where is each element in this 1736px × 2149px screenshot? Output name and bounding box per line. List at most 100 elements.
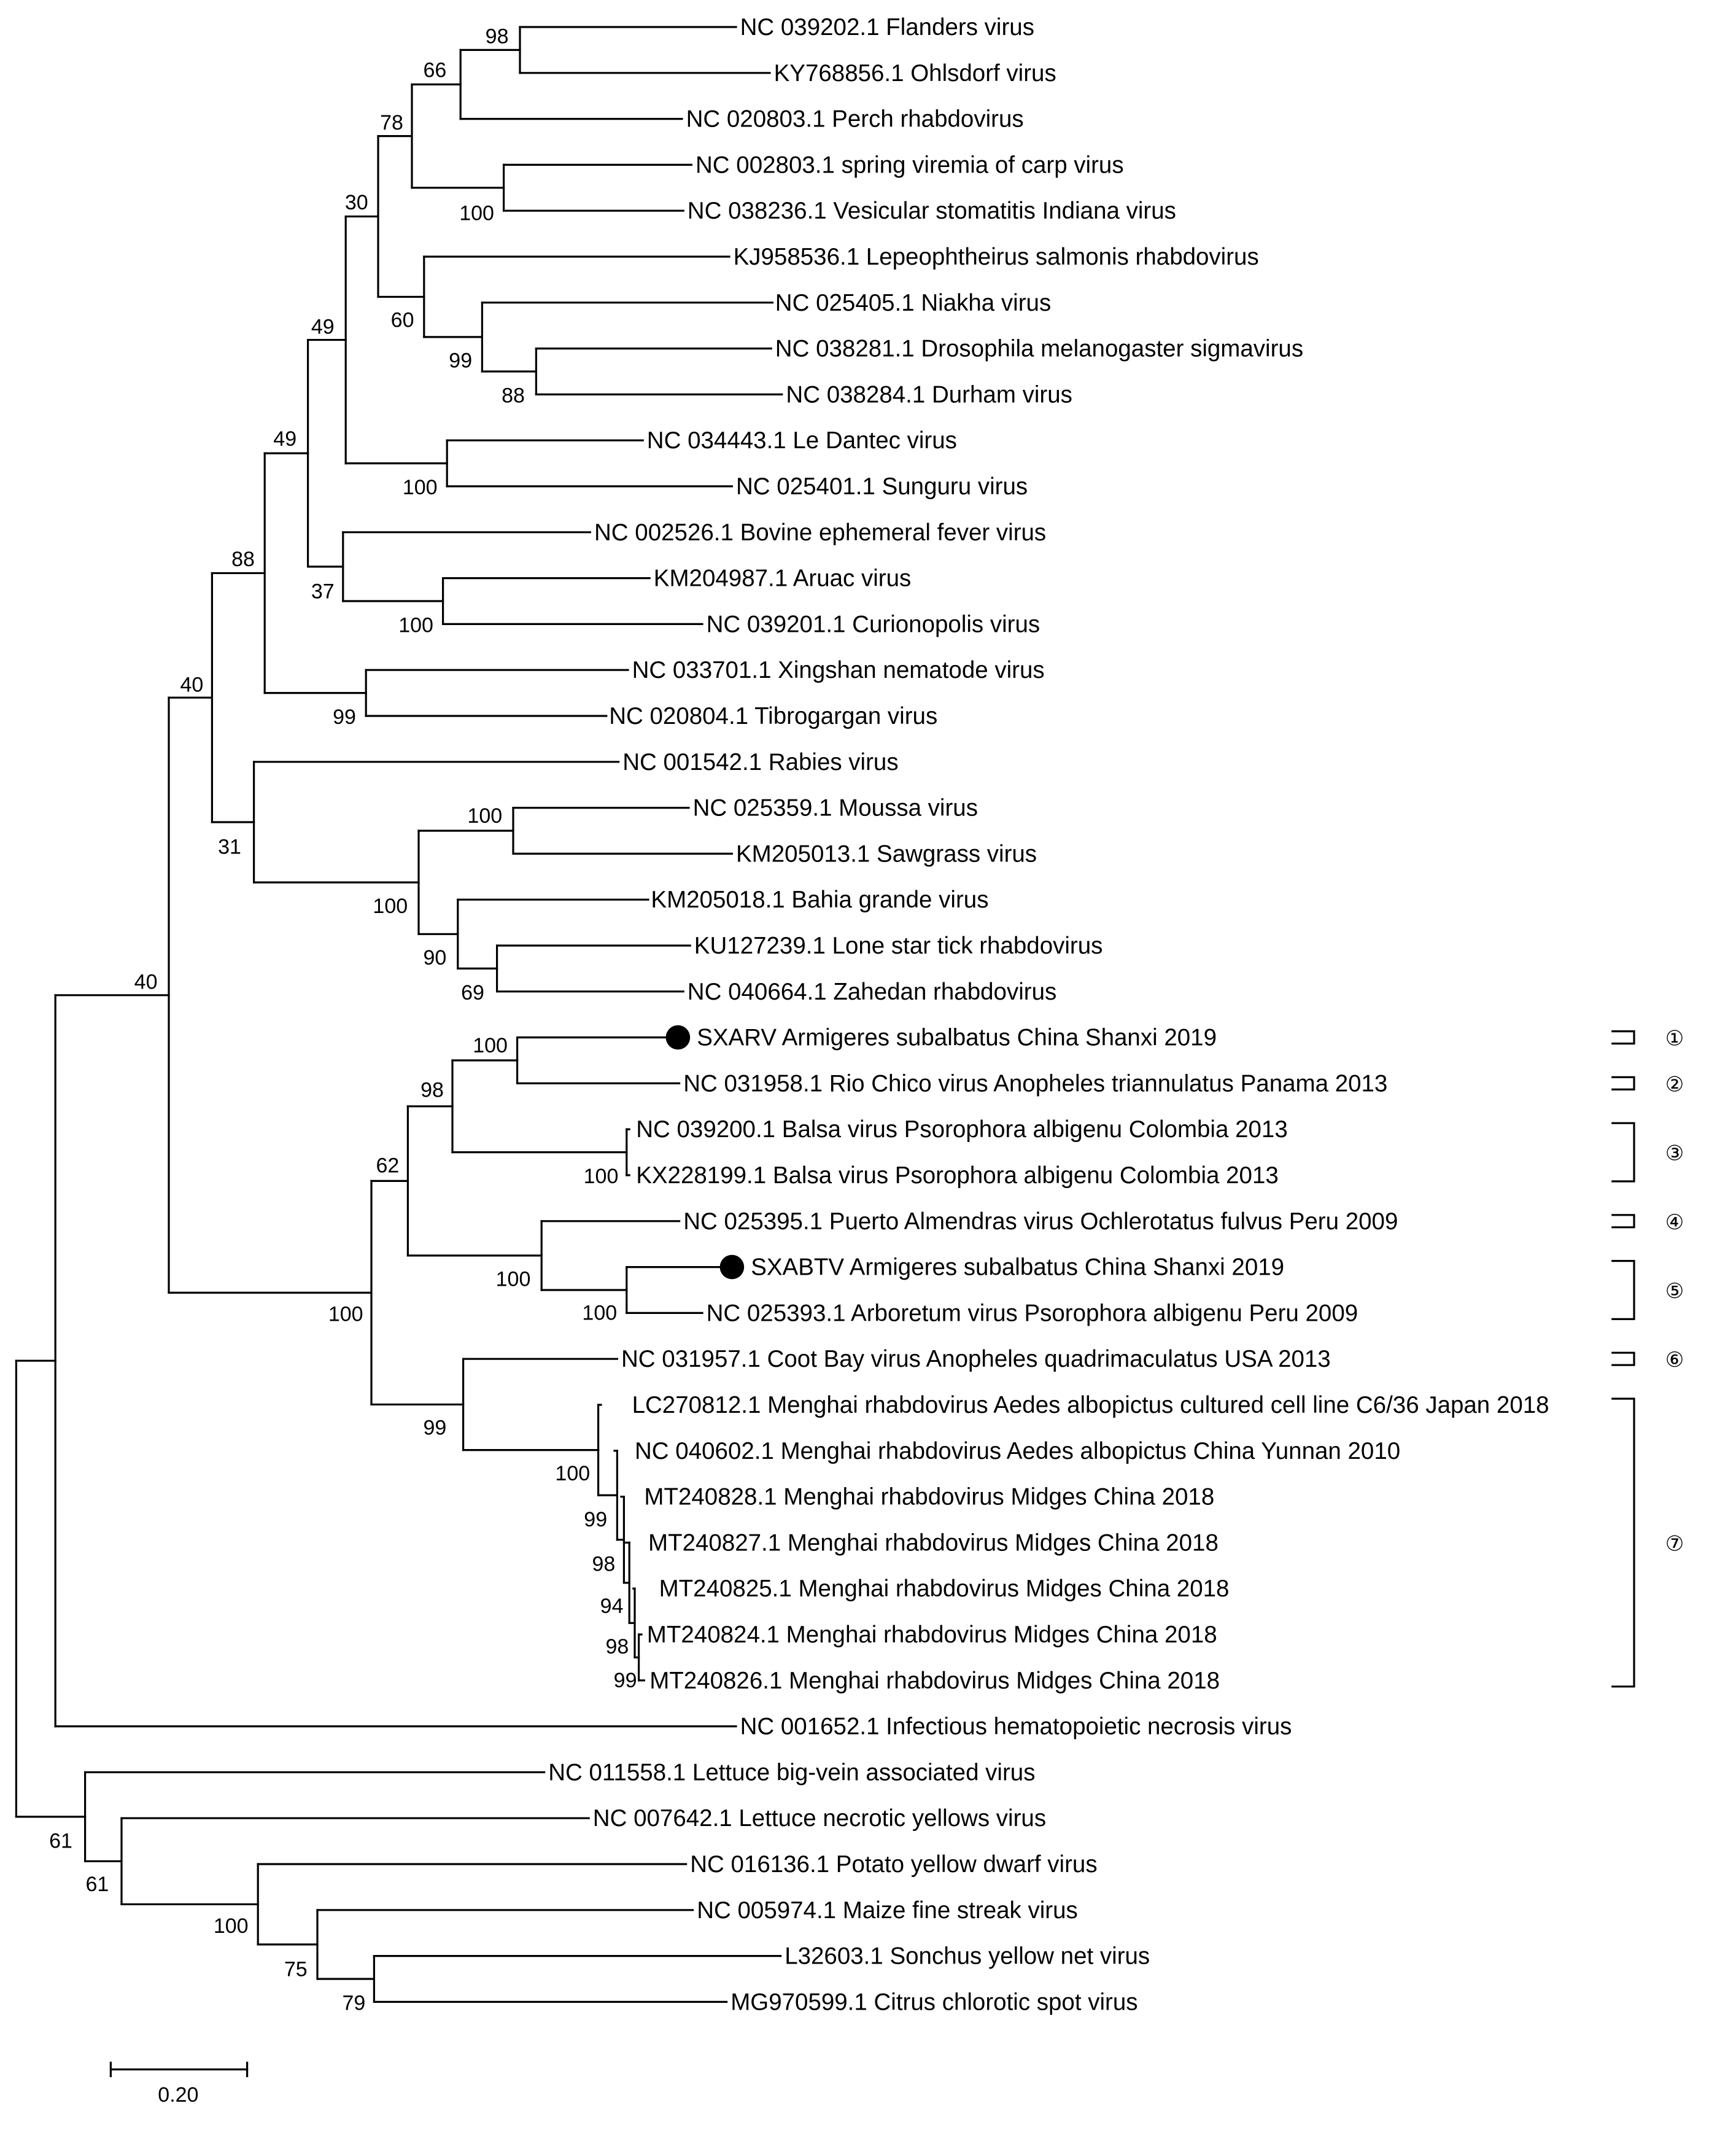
taxon-label: NC 002526.1 Bovine ephemeral fever virus [594, 519, 1046, 546]
taxon-label: NC 001652.1 Infectious hematopoietic nec… [740, 1714, 1292, 1740]
clade-bracket [1611, 1122, 1635, 1183]
taxon-label: NC 039201.1 Curionopolis virus [707, 611, 1040, 637]
bootstrap-value: 90 [423, 946, 446, 970]
bootstrap-value: 31 [218, 835, 241, 858]
clade-bracket [1611, 1260, 1635, 1320]
taxon-label: KX228199.1 Balsa virus Psorophora albige… [636, 1162, 1279, 1189]
clade-group-number: ⑤ [1665, 1279, 1684, 1304]
bootstrap-value: 69 [461, 981, 484, 1005]
bootstrap-value: 88 [502, 384, 525, 408]
taxon-label: LC270812.1 Menghai rhabdovirus Aedes alb… [632, 1392, 1549, 1418]
bootstrap-value: 62 [376, 1154, 399, 1178]
clade-bracket [1611, 1351, 1635, 1366]
bootstrap-value: 100 [214, 1914, 249, 1938]
bootstrap-value: 98 [605, 1635, 629, 1658]
clade-bracket [1611, 1397, 1635, 1688]
taxon-label: MG970599.1 Citrus chlorotic spot virus [730, 1989, 1137, 2015]
taxon-label: KM204987.1 Aruac virus [654, 565, 911, 592]
highlight-dot-icon [665, 1025, 691, 1050]
clade-group-number: ① [1665, 1027, 1684, 1051]
bootstrap-value: 78 [380, 111, 403, 134]
bootstrap-value: 98 [420, 1078, 444, 1102]
taxon-label: NC 038284.1 Durham virus [786, 381, 1072, 408]
taxon-label: NC 025405.1 Niakha virus [775, 290, 1051, 316]
taxon-label: NC 033701.1 Xingshan nematode virus [632, 657, 1045, 683]
taxon-label: NC 020804.1 Tibrogargan virus [609, 703, 937, 729]
taxon-label: MT240827.1 Menghai rhabdovirus Midges Ch… [648, 1529, 1219, 1556]
bootstrap-value: 100 [473, 1034, 508, 1057]
clade-bracket [1611, 1030, 1635, 1045]
taxon-label: L32603.1 Sonchus yellow net virus [785, 1943, 1150, 1970]
bootstrap-value: 100 [584, 1165, 619, 1188]
bootstrap-value: 100 [496, 1267, 531, 1291]
bootstrap-value: 100 [467, 804, 502, 828]
bootstrap-value: 100 [403, 476, 438, 499]
bootstrap-value: 61 [49, 1830, 72, 1853]
taxon-label: KU127239.1 Lone star tick rhabdovirus [694, 933, 1103, 959]
taxon-label: NC 007642.1 Lettuce necrotic yellows vir… [593, 1805, 1046, 1832]
taxon-label: SXABTV Armigeres subalbatus China Shanxi… [751, 1254, 1284, 1281]
clade-group-number: ③ [1665, 1141, 1684, 1166]
taxon-label: MT240826.1 Menghai rhabdovirus Midges Ch… [649, 1668, 1220, 1694]
bootstrap-value: 100 [582, 1301, 617, 1324]
taxon-label: NC 002803.1 spring viremia of carp virus [696, 152, 1124, 178]
bootstrap-value: 99 [333, 705, 356, 729]
taxon-label: NC 040664.1 Zahedan rhabdovirus [688, 979, 1056, 1005]
bootstrap-value: 49 [311, 315, 335, 338]
scale-bar-label: 0.20 [158, 2083, 198, 2107]
taxon-label: NC 038281.1 Drosophila melanogaster sigm… [775, 336, 1303, 362]
taxon-label: MT240828.1 Menghai rhabdovirus Midges Ch… [644, 1484, 1214, 1510]
taxon-label: KM205018.1 Bahia grande virus [651, 887, 988, 913]
taxon-label: NC 001542.1 Rabies virus [622, 749, 898, 775]
taxon-label: NC 016136.1 Potato yellow dwarf virus [690, 1851, 1097, 1878]
bootstrap-value: 99 [449, 349, 472, 372]
bootstrap-value: 75 [284, 1958, 308, 1981]
clade-bracket [1611, 1076, 1635, 1090]
taxon-label: NC 005974.1 Maize fine streak virus [697, 1897, 1078, 1924]
clade-bracket [1611, 1214, 1635, 1229]
bootstrap-value: 99 [423, 1416, 446, 1439]
bootstrap-value: 98 [592, 1553, 615, 1576]
bootstrap-value: 98 [486, 25, 509, 48]
bootstrap-value: 88 [231, 548, 255, 571]
bootstrap-value: 99 [584, 1508, 607, 1531]
taxon-label: NC 031957.1 Coot Bay virus Anopheles qua… [621, 1346, 1331, 1372]
taxon-label: NC 020803.1 Perch rhabdovirus [686, 106, 1024, 133]
bootstrap-value: 100 [398, 614, 433, 637]
bootstrap-value: 37 [311, 580, 335, 604]
taxon-label: NC 034443.1 Le Dantec virus [647, 427, 957, 454]
bootstrap-value: 100 [555, 1462, 590, 1485]
taxon-label: NC 011558.1 Lettuce big-vein associated … [548, 1759, 1035, 1786]
bootstrap-value: 49 [273, 427, 296, 451]
taxon-label: NC 039202.1 Flanders virus [740, 14, 1034, 41]
bootstrap-value: 61 [85, 1873, 109, 1896]
clade-group-number: ⑥ [1665, 1348, 1684, 1372]
clade-group-number: ② [1665, 1072, 1684, 1097]
highlight-dot-icon [719, 1254, 745, 1280]
taxon-label: KY768856.1 Ohlsdorf virus [774, 60, 1056, 87]
taxon-label: NC 040602.1 Menghai rhabdovirus Aedes al… [635, 1438, 1400, 1464]
bootstrap-value: 60 [391, 308, 414, 332]
taxon-label: SXARV Armigeres subalbatus China Shanxi … [697, 1025, 1217, 1051]
taxon-label: KM205013.1 Sawgrass virus [736, 841, 1037, 867]
taxon-label: KJ958536.1 Lepeophtheirus salmonis rhabd… [734, 244, 1259, 270]
taxon-label: NC 039200.1 Balsa virus Psorophora albig… [636, 1116, 1288, 1143]
bootstrap-value: 99 [614, 1669, 637, 1692]
bootstrap-value: 100 [373, 895, 408, 918]
taxon-label: NC 031958.1 Rio Chico virus Anopheles tr… [683, 1070, 1387, 1097]
bootstrap-value: 66 [423, 58, 446, 82]
bootstrap-value: 30 [345, 191, 368, 214]
bootstrap-value: 40 [180, 673, 203, 696]
clade-group-number: ④ [1665, 1210, 1684, 1235]
bootstrap-value: 100 [459, 202, 494, 225]
taxon-label: NC 025359.1 Moussa virus [693, 795, 978, 822]
clade-group-number: ⑦ [1665, 1531, 1684, 1556]
taxon-label: NC 025401.1 Sunguru virus [736, 473, 1028, 500]
taxon-label: MT240825.1 Menghai rhabdovirus Midges Ch… [659, 1576, 1230, 1602]
taxon-label: MT240824.1 Menghai rhabdovirus Midges Ch… [647, 1622, 1217, 1648]
bootstrap-value: 79 [342, 1992, 365, 2015]
bootstrap-value: 40 [134, 970, 158, 993]
bootstrap-value: 100 [328, 1303, 363, 1326]
bootstrap-value: 94 [600, 1595, 624, 1618]
